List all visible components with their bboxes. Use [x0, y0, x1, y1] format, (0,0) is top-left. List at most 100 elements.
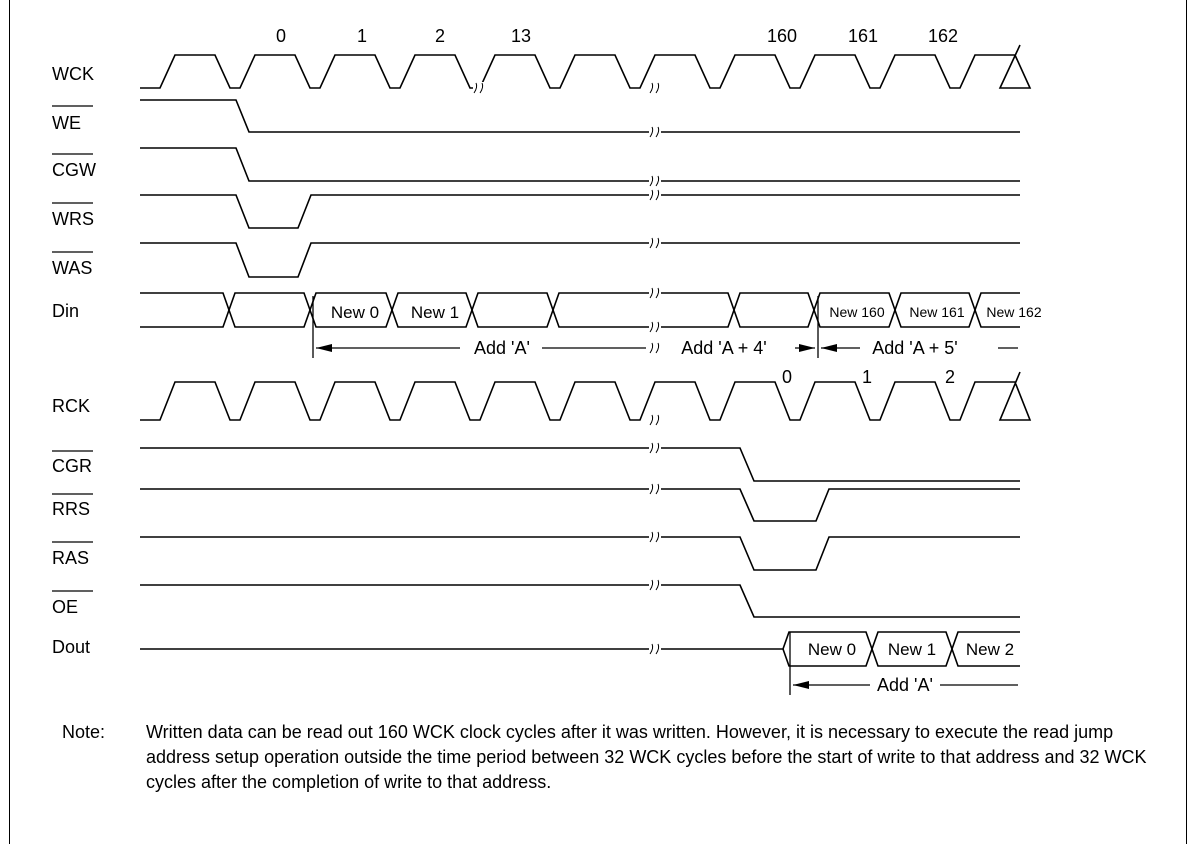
signal-label-rrs: RRS [52, 499, 90, 519]
break-mark-gap [649, 126, 661, 138]
break-mark [649, 287, 654, 299]
din-bus-value: New 0 [331, 303, 379, 322]
cgr-waveform [140, 447, 1020, 482]
dout-bus-value: New 2 [966, 640, 1014, 659]
break-mark-gap [649, 82, 661, 94]
wck-cycle-number: 1 [357, 26, 367, 46]
break-mark-gap [473, 82, 485, 94]
signal-label-was: WAS [52, 258, 92, 278]
span-arrowhead [793, 681, 809, 689]
waveforms [140, 44, 1032, 667]
address-span-label: Add 'A + 5' [872, 338, 957, 358]
signal-label-dout: Dout [52, 637, 90, 657]
wck-cycle-number: 2 [435, 26, 445, 46]
break-mark [649, 342, 654, 354]
signal-label-cgr: CGR [52, 456, 92, 476]
break-mark-gap [649, 342, 661, 354]
ras-waveform [140, 536, 1020, 571]
oe-waveform [140, 584, 1020, 618]
signal-label-ras: RAS [52, 548, 89, 568]
rck-waveform [140, 371, 1032, 421]
break-mark [655, 189, 660, 201]
wck-cycle-number: 161 [848, 26, 878, 46]
wck-cycle-number: 0 [276, 26, 286, 46]
rck-cycle-number: 2 [945, 367, 955, 387]
break-mark [479, 82, 484, 94]
note-text: Written data can be read out 160 WCK clo… [146, 722, 1147, 792]
signal-labels: WCK WE CGW WRS WAS Din RCK CGR RRS RAS O… [52, 64, 96, 657]
address-span-label: Add 'A + 4' [681, 338, 766, 358]
span-arrowhead [799, 344, 815, 352]
din-bus-value: New 161 [909, 304, 964, 320]
break-mark-gap [649, 175, 661, 187]
break-mark-gap [649, 321, 661, 333]
break-mark-gap [649, 643, 661, 655]
break-mark-gap [649, 189, 661, 201]
break-mark [655, 175, 660, 187]
break-mark [655, 579, 660, 591]
rrs-waveform [140, 488, 1020, 522]
bus-values: New 0 New 1 New 160 New 161 New 162 New … [331, 303, 1042, 659]
rck-cycle-number: 1 [862, 367, 872, 387]
we-waveform [140, 99, 1020, 133]
cycle-numbers: 0 1 2 13 160 161 162 0 1 2 [276, 26, 958, 387]
break-mark [655, 414, 660, 426]
signal-label-rck: RCK [52, 396, 90, 416]
break-mark [655, 126, 660, 138]
break-mark [655, 237, 660, 249]
break-mark [655, 287, 660, 299]
break-mark [649, 643, 654, 655]
break-mark-gap [649, 579, 661, 591]
span-arrowhead [316, 344, 332, 352]
break-mark [649, 531, 654, 543]
note-label: Note: [62, 722, 106, 742]
dout-bus-top [140, 631, 1020, 652]
signal-label-oe: OE [52, 597, 78, 617]
break-mark [655, 483, 660, 495]
break-mark [655, 643, 660, 655]
break-mark [649, 126, 654, 138]
din-bus-value: New 160 [829, 304, 884, 320]
break-mark [655, 342, 660, 354]
break-mark-gap [649, 442, 661, 454]
break-mark-gap [649, 287, 661, 299]
break-mark [649, 189, 654, 201]
dout-bus-value: New 1 [888, 640, 936, 659]
wck-waveform [140, 44, 1032, 89]
signal-label-cgw: CGW [52, 160, 96, 180]
signal-label-din: Din [52, 301, 79, 321]
address-spans: Add 'A' Add 'A + 4' Add 'A + 5' Add 'A' [312, 296, 1018, 695]
dout-address-span-label: Add 'A' [877, 675, 933, 695]
din-bus-top [140, 292, 1020, 313]
break-mark [649, 414, 654, 426]
din-bus-bottom [140, 307, 1020, 328]
wrs-waveform [140, 194, 1020, 229]
din-bus-value: New 162 [986, 304, 1041, 320]
rck-cycle-number: 0 [782, 367, 792, 387]
wck-cycle-number: 13 [511, 26, 531, 46]
span-arrowhead [821, 344, 837, 352]
signal-label-wck: WCK [52, 64, 94, 84]
wck-cycle-number: 160 [767, 26, 797, 46]
break-mark [655, 531, 660, 543]
break-mark-gap [649, 414, 661, 426]
signal-label-we: WE [52, 113, 81, 133]
break-mark [655, 82, 660, 94]
break-mark-gap [649, 531, 661, 543]
break-mark [649, 579, 654, 591]
break-mark [649, 321, 654, 333]
break-mark [473, 82, 478, 94]
break-mark [655, 442, 660, 454]
dout-bus-bottom [782, 646, 1020, 667]
break-mark [649, 237, 654, 249]
address-span-label: Add 'A' [474, 338, 530, 358]
break-mark-gap [649, 483, 661, 495]
break-mark [649, 442, 654, 454]
din-bus-value: New 1 [411, 303, 459, 322]
break-mark [655, 321, 660, 333]
dout-bus-value: New 0 [808, 640, 856, 659]
was-waveform [140, 242, 1020, 278]
break-mark [649, 82, 654, 94]
break-mark [649, 483, 654, 495]
